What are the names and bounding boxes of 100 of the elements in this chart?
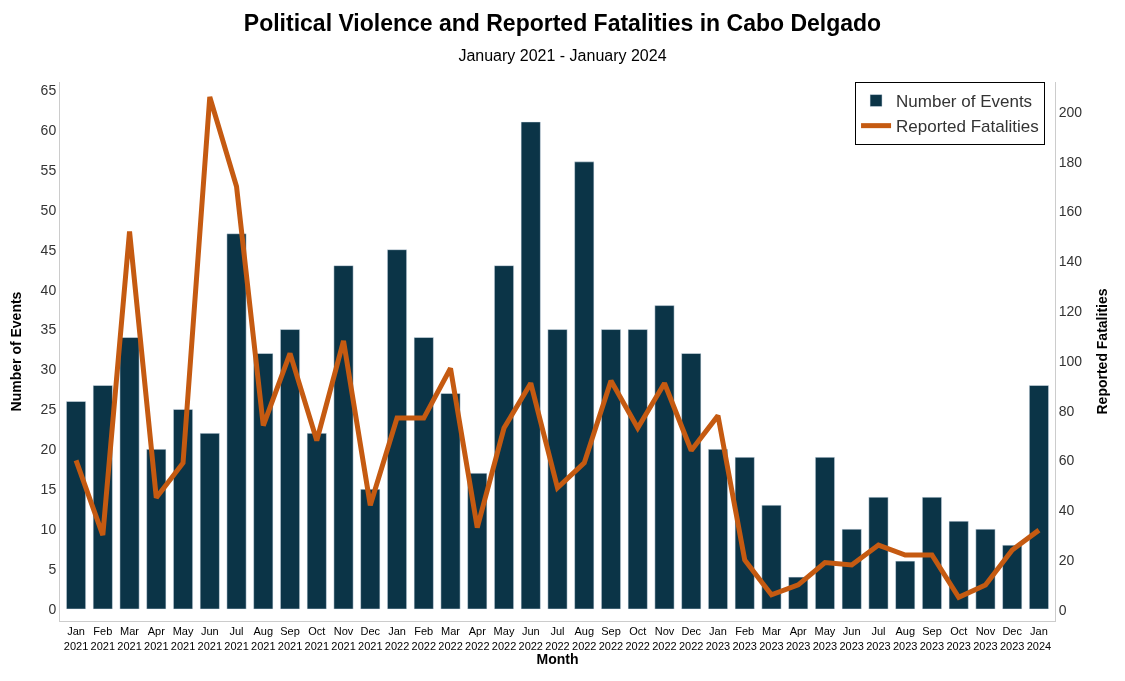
bar	[413, 337, 434, 610]
y-tick-label: 5	[48, 561, 57, 577]
y2-tick-label: 40	[1058, 502, 1075, 519]
bar	[815, 457, 835, 610]
y2-tick-label: 100	[1058, 352, 1083, 369]
bar	[387, 249, 407, 610]
x-tick-label: Aug 2023	[892, 625, 918, 652]
x-tick-label: Jan 2022	[384, 625, 410, 652]
bar	[708, 449, 728, 610]
x-tick-label: Sep 2023	[919, 625, 945, 652]
bar	[948, 520, 969, 610]
bar	[681, 353, 702, 610]
legend-label: Number of Events	[896, 92, 1033, 112]
y-tick-label: 50	[40, 201, 57, 218]
bar	[173, 409, 193, 610]
x-tick-label: Jan 2023	[705, 625, 731, 652]
bar	[226, 233, 247, 610]
y-tick-label: 65	[40, 81, 57, 98]
x-tick-label: Dec 2021	[358, 625, 383, 652]
x-axis-title: Month	[536, 651, 579, 668]
x-tick-label: Apr 2021	[144, 625, 169, 652]
y-tick-label: 10	[40, 521, 57, 538]
x-tick-label: Apr 2022	[465, 625, 490, 652]
bar	[520, 121, 541, 610]
y-tick-label: 60	[40, 121, 57, 138]
bar	[574, 161, 595, 610]
x-tick-label: Feb 2022	[411, 625, 436, 652]
x-tick-label: Mar 2022	[438, 625, 463, 652]
x-tick-label: Jul 2023	[866, 625, 891, 652]
x-tick-label: Nov 2023	[973, 625, 998, 652]
x-tick-label: Nov 2022	[652, 625, 677, 652]
bar	[146, 449, 167, 610]
x-tick-label: Jun 2023	[839, 625, 864, 652]
bar	[306, 433, 327, 610]
x-tick-label: Nov 2021	[331, 625, 356, 652]
bar	[601, 329, 621, 610]
chart-title: Political Violence and Reported Fatalities in Cabo Delgado	[243, 9, 882, 36]
x-tick-label: Oct 2022	[625, 625, 650, 652]
x-tick-label: Jan 2021	[63, 625, 89, 652]
x-tick-label: Oct 2023	[946, 625, 971, 652]
bar	[1002, 544, 1023, 610]
bar	[494, 265, 514, 610]
x-tick-label: Jul 2022	[545, 625, 570, 652]
y2-tick-label: 160	[1058, 203, 1083, 220]
y-tick-label: 25	[40, 401, 57, 418]
y-tick-label: 40	[40, 281, 57, 298]
y2-tick-label: 180	[1058, 153, 1083, 170]
y2-tick-label: 0	[1058, 601, 1067, 618]
x-tick-label: Apr 2023	[785, 625, 811, 652]
chart-subtitle: January 2021 - January 2024	[458, 46, 667, 64]
x-tick-label: Aug 2021	[251, 625, 276, 652]
x-tick-label: Mar 2021	[117, 625, 142, 652]
legend-label: Reported Fatalities	[896, 117, 1039, 137]
bar	[895, 560, 916, 610]
x-tick-label: Feb 2023	[732, 625, 757, 652]
x-tick-label: Aug 2022	[572, 625, 597, 652]
bar	[360, 488, 381, 610]
bar	[199, 433, 220, 610]
bar	[280, 329, 300, 610]
x-tick-label: Jul 2021	[224, 625, 249, 652]
y2-tick-label: 140	[1058, 253, 1083, 270]
bar	[440, 393, 461, 610]
bar	[547, 329, 568, 610]
bar	[975, 528, 996, 610]
y-tick-label: 55	[40, 161, 57, 178]
x-tick-label: Dec 2022	[679, 625, 704, 652]
bar	[761, 504, 782, 610]
x-tick-label: Dec 2023	[999, 625, 1025, 652]
bar	[627, 329, 648, 610]
bar	[66, 401, 86, 610]
x-tick-label: Sep 2021	[277, 625, 303, 652]
bar	[922, 496, 942, 610]
x-tick-label: Oct 2021	[304, 625, 330, 652]
x-tick-label: May 2023	[812, 625, 838, 652]
bar	[841, 528, 862, 610]
x-tick-label: Jun 2021	[197, 625, 223, 652]
bar	[1029, 385, 1049, 610]
x-tick-label: May 2021	[170, 625, 196, 652]
bar	[868, 496, 889, 610]
y-tick-label: 45	[40, 241, 57, 258]
x-tick-label: Jun 2022	[518, 625, 543, 652]
y2-tick-label: 80	[1058, 402, 1075, 419]
y2-tick-label: 20	[1058, 551, 1075, 568]
y-tick-label: 35	[40, 321, 57, 338]
x-tick-label: Feb 2021	[90, 625, 116, 652]
y2-tick-label: 200	[1058, 103, 1083, 120]
x-tick-label: Sep 2022	[598, 625, 624, 652]
y-tick-label: 20	[40, 441, 57, 458]
y-axis-title: Number of Events	[8, 291, 25, 412]
y2-axis-title: Reported Fatalities	[1093, 288, 1110, 415]
y-tick-label: 15	[40, 481, 57, 498]
x-tick-label: Mar 2023	[759, 625, 784, 652]
y2-tick-label: 120	[1058, 302, 1083, 319]
x-tick-label: Jan 2024	[1026, 625, 1052, 652]
x-tick-label: May 2022	[491, 625, 517, 652]
y-tick-label: 30	[40, 361, 57, 378]
y-tick-label: 0	[48, 600, 57, 617]
bar	[333, 265, 354, 610]
y2-tick-label: 60	[1058, 452, 1075, 469]
bar	[654, 305, 675, 610]
